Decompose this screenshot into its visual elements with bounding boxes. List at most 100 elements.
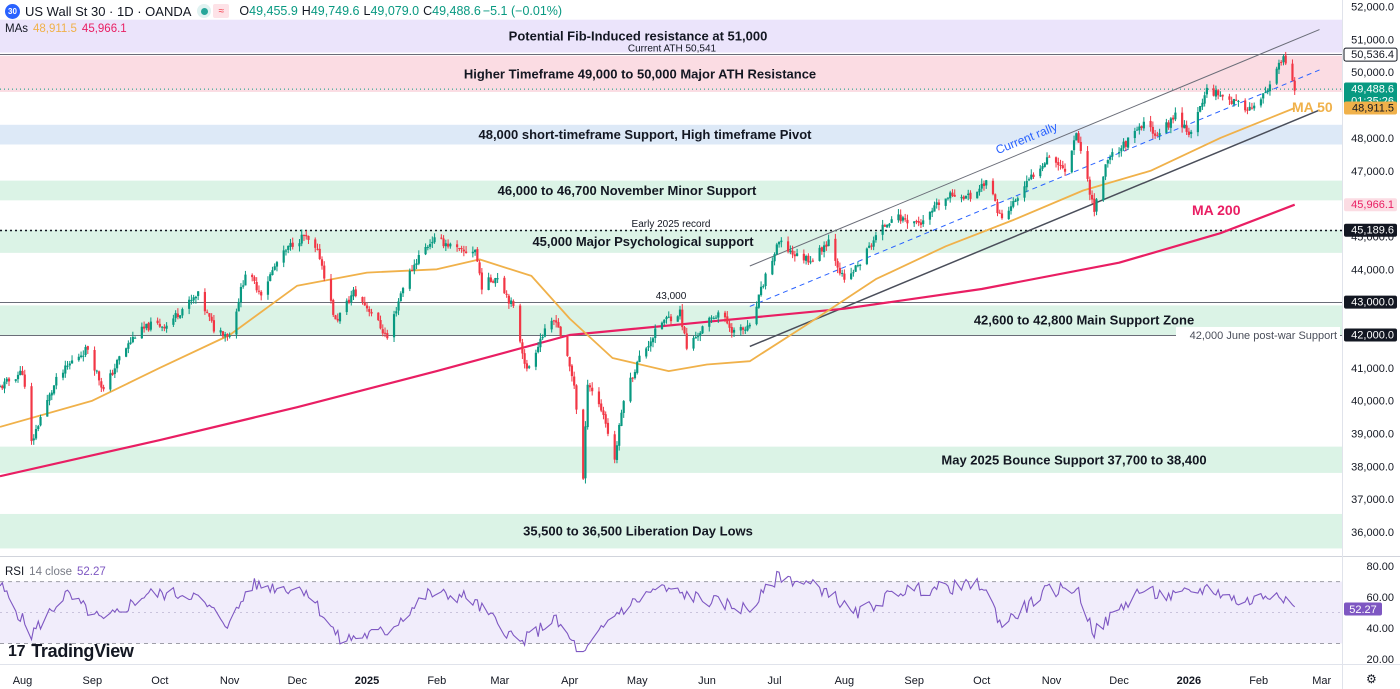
candle-body [998, 212, 1001, 214]
settlement-flag-icon[interactable]: ≈ [213, 4, 230, 18]
candle-body [219, 330, 222, 333]
market-status-icon[interactable] [197, 4, 212, 18]
candle-body [287, 245, 290, 250]
candle-body [1079, 141, 1082, 151]
candle-body [1135, 129, 1139, 131]
candle-body [1190, 131, 1193, 134]
candle-body [314, 239, 317, 248]
candle-body [363, 302, 366, 306]
candle-body [1108, 157, 1112, 160]
candle-body [1172, 117, 1175, 120]
candle-body [318, 248, 321, 259]
candle-body [739, 326, 742, 331]
candle-body [291, 242, 294, 247]
candle-body [510, 300, 513, 304]
tradingview-wordmark: TradingView [31, 641, 134, 661]
ma200-line [0, 203, 1296, 478]
candle-body [537, 346, 540, 353]
candle-body [226, 333, 229, 337]
candle-body [271, 270, 274, 276]
candle-body [1183, 124, 1186, 129]
rsi-legend-value: 52.27 [77, 566, 106, 578]
x-tick-label: Apr [561, 675, 578, 687]
candle-body [521, 342, 524, 354]
candle-body [21, 370, 24, 375]
ma-legend[interactable]: MAs 48,911.5 45,966.1 [5, 23, 127, 35]
symbol-title[interactable]: US Wall St 30 · 1D · OANDA [25, 3, 192, 19]
candle-body [444, 243, 447, 247]
rsi-params: 14 close [29, 566, 73, 578]
candle-body [1230, 100, 1233, 104]
candle-body [665, 317, 668, 320]
candle-body [636, 361, 639, 373]
candles-group [0, 51, 1296, 484]
tradingview-logo[interactable]: 17 TradingView [8, 641, 134, 662]
candle-body [683, 327, 686, 334]
candle-body [888, 223, 891, 226]
candle-body [1077, 133, 1080, 143]
candle-body [764, 273, 767, 287]
candle-body [172, 318, 175, 325]
candle-body [1201, 102, 1204, 107]
candle-body [615, 445, 619, 460]
candle-body [34, 429, 38, 439]
candle-body [629, 377, 632, 402]
zone-label-2: 48,000 short-timeframe Support, High tim… [478, 127, 812, 142]
candle-body [1199, 106, 1202, 112]
candle-body [949, 192, 952, 199]
candle-body [179, 315, 182, 318]
candle-body [967, 193, 970, 196]
x-tick-label: Jun [698, 675, 716, 687]
candle-body [570, 365, 574, 377]
candle-body [1041, 166, 1044, 169]
open-label: O [239, 4, 250, 18]
candle-body [503, 277, 506, 294]
candle-body [597, 391, 601, 405]
candle-body [786, 241, 790, 252]
ma50-legend-value: 48,911.5 [33, 23, 77, 35]
ma200-legend-value: 45,966.1 [81, 23, 127, 35]
candle-body [370, 311, 373, 314]
zone-band-0 [0, 19, 1342, 53]
candle-body [638, 355, 641, 363]
candle-body [1039, 168, 1042, 177]
candle-body [818, 247, 821, 261]
candle-body [188, 299, 191, 309]
candle-body [631, 377, 634, 379]
candle-body [194, 296, 197, 299]
candle-body [30, 386, 33, 442]
candle-body [115, 360, 119, 369]
candle-body [681, 309, 684, 328]
high-value: 49,749.6 [310, 4, 360, 18]
candle-body [460, 248, 463, 250]
candle-body [559, 326, 562, 337]
chart-settings-gear-icon[interactable]: ⚙ [1366, 672, 1377, 686]
channel-mid-line [749, 69, 1320, 307]
candle-body [807, 255, 810, 263]
candle-body [1023, 186, 1026, 198]
low-value: 49,079.0 [370, 4, 420, 18]
y-tick-label: 50,000.0 [1351, 67, 1394, 79]
candle-body [395, 311, 398, 314]
candle-body [1117, 151, 1121, 153]
candle-body [221, 331, 225, 337]
candle-body [618, 424, 621, 446]
price-badge-text-2: 48,911.5 [1352, 102, 1394, 114]
candle-body [134, 337, 137, 339]
candle-body [899, 214, 902, 222]
candle-body [692, 338, 695, 349]
candle-body [985, 180, 988, 186]
candle-body [755, 306, 758, 325]
candle-body [37, 426, 40, 430]
candle-body [368, 309, 371, 312]
rsi-legend[interactable]: RSI 14 close 52.27 [5, 566, 106, 578]
candle-body [446, 243, 450, 247]
x-tick-label: Sep [904, 675, 924, 687]
candle-body [534, 352, 537, 367]
candle-body [478, 262, 481, 274]
channel-lower-line [749, 109, 1320, 348]
candle-body [573, 376, 576, 386]
candle-body [1205, 87, 1208, 95]
candle-body [307, 236, 310, 240]
